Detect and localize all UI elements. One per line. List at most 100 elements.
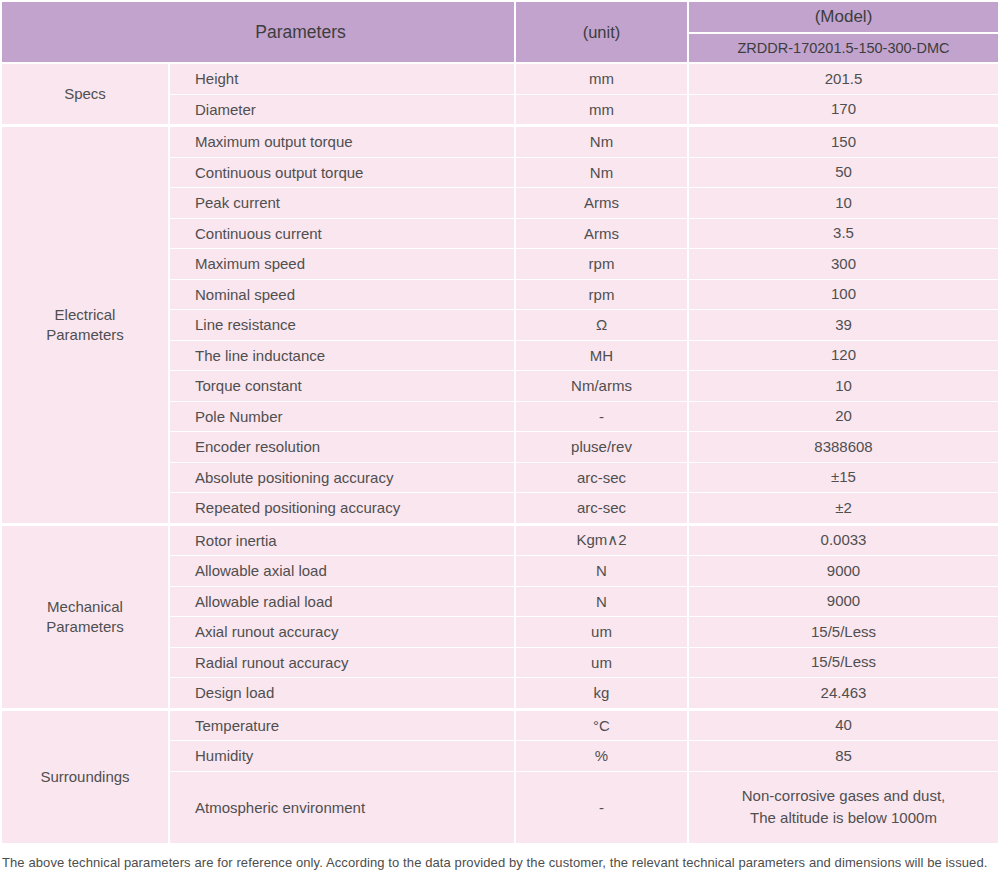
section-rows: Temperature°C40Humidity%85Atmospheric en… [170, 711, 998, 843]
unit-cell: um [516, 648, 687, 678]
table-row: Radial runout accuracyum15/5/Less [170, 648, 998, 678]
table-row: Maximum output torqueNm150 [170, 127, 998, 157]
unit-cell: Kgm∧2 [516, 526, 687, 556]
value-cell: ±15 [689, 463, 998, 493]
table-row: Humidity%85 [170, 741, 998, 771]
table-section: SurroundingsTemperature°C40Humidity%85At… [2, 711, 998, 843]
param-name-cell: Temperature [170, 711, 514, 741]
value-cell: 120 [689, 341, 998, 371]
value-cell: 40 [689, 711, 998, 741]
param-name-cell: Allowable axial load [170, 556, 514, 586]
param-name-cell: Continuous current [170, 219, 514, 249]
param-name-cell: The line inductance [170, 341, 514, 371]
param-name-cell: Continuous output torque [170, 158, 514, 188]
value-cell: 8388608 [689, 432, 998, 462]
param-name-cell: Radial runout accuracy [170, 648, 514, 678]
table-row: The line inductanceMH120 [170, 341, 998, 371]
param-name-cell: Absolute positioning accuracy [170, 463, 514, 493]
param-name-cell: Diameter [170, 95, 514, 125]
param-name-cell: Pole Number [170, 402, 514, 432]
table-row: Rotor inertiaKgm∧20.0033 [170, 526, 998, 556]
value-cell: ±2 [689, 493, 998, 523]
param-name-cell: Design load [170, 678, 514, 708]
model-label: (Model) [689, 2, 998, 32]
unit-cell: N [516, 556, 687, 586]
value-cell: 150 [689, 127, 998, 157]
param-name-cell: Line resistance [170, 310, 514, 340]
value-cell: 24.463 [689, 678, 998, 708]
value-cell: 201.5 [689, 64, 998, 94]
table-row: Heightmm201.5 [170, 64, 998, 94]
param-name-cell: Repeated positioning accuracy [170, 493, 514, 523]
unit-cell: - [516, 402, 687, 432]
table-row: Atmospheric environment-Non-corrosive ga… [170, 772, 998, 843]
unit-cell: pluse/rev [516, 432, 687, 462]
table-row: Peak currentArms10 [170, 188, 998, 218]
table-row: Torque constantNm/arms10 [170, 371, 998, 401]
footnote-text: The above technical parameters are for r… [2, 855, 998, 870]
unit-cell: mm [516, 64, 687, 94]
header-cell-model: (Model) ZRDDR-170201.5-150-300-DMC [689, 2, 998, 62]
table-row: Continuous output torqueNm50 [170, 158, 998, 188]
param-name-cell: Rotor inertia [170, 526, 514, 556]
unit-cell: rpm [516, 249, 687, 279]
unit-cell: Arms [516, 219, 687, 249]
value-cell: 50 [689, 158, 998, 188]
param-name-cell: Nominal speed [170, 280, 514, 310]
value-cell: Non-corrosive gases and dust, The altitu… [689, 772, 998, 843]
section-rows: Maximum output torqueNm150Continuous out… [170, 127, 998, 523]
value-cell: 9000 [689, 587, 998, 617]
param-name-cell: Atmospheric environment [170, 772, 514, 843]
model-number: ZRDDR-170201.5-150-300-DMC [689, 34, 998, 62]
table-section: Electrical ParametersMaximum output torq… [2, 127, 998, 523]
table-row: Temperature°C40 [170, 711, 998, 741]
value-cell: 300 [689, 249, 998, 279]
unit-cell: Ω [516, 310, 687, 340]
value-cell: 9000 [689, 556, 998, 586]
table-row: Continuous currentArms3.5 [170, 219, 998, 249]
table-header-row: Parameters (unit) (Model) ZRDDR-170201.5… [2, 2, 998, 62]
table-row: Allowable axial loadN9000 [170, 556, 998, 586]
unit-cell: - [516, 772, 687, 843]
unit-cell: MH [516, 341, 687, 371]
table-row: Diametermm170 [170, 95, 998, 125]
table-body: SpecsHeightmm201.5Diametermm170Electrica… [2, 64, 998, 843]
unit-cell: Arms [516, 188, 687, 218]
unit-cell: arc-sec [516, 493, 687, 523]
section-label: Electrical Parameters [2, 127, 168, 523]
unit-cell: rpm [516, 280, 687, 310]
param-name-cell: Peak current [170, 188, 514, 218]
unit-cell: kg [516, 678, 687, 708]
param-name-cell: Maximum output torque [170, 127, 514, 157]
table-row: Design loadkg24.463 [170, 678, 998, 708]
unit-cell: N [516, 587, 687, 617]
table-row: Repeated positioning accuracyarc-sec±2 [170, 493, 998, 523]
table-section: SpecsHeightmm201.5Diametermm170 [2, 64, 998, 124]
value-cell: 170 [689, 95, 998, 125]
spec-table: Parameters (unit) (Model) ZRDDR-170201.5… [2, 2, 998, 870]
header-cell-unit: (unit) [516, 2, 687, 62]
param-name-cell: Torque constant [170, 371, 514, 401]
unit-cell: °C [516, 711, 687, 741]
table-row: Pole Number-20 [170, 402, 998, 432]
section-rows: Rotor inertiaKgm∧20.0033Allowable axial … [170, 526, 998, 708]
table-row: Nominal speedrpm100 [170, 280, 998, 310]
unit-cell: Nm [516, 158, 687, 188]
param-name-cell: Humidity [170, 741, 514, 771]
unit-cell: arc-sec [516, 463, 687, 493]
param-name-cell: Height [170, 64, 514, 94]
unit-cell: um [516, 617, 687, 647]
table-section: Mechanical ParametersRotor inertiaKgm∧20… [2, 526, 998, 708]
value-cell: 15/5/Less [689, 648, 998, 678]
table-row: Allowable radial loadN9000 [170, 587, 998, 617]
section-label: Mechanical Parameters [2, 526, 168, 708]
param-name-cell: Axial runout accuracy [170, 617, 514, 647]
unit-cell: % [516, 741, 687, 771]
table-row: Axial runout accuracyum15/5/Less [170, 617, 998, 647]
unit-cell: Nm [516, 127, 687, 157]
unit-cell: Nm/arms [516, 371, 687, 401]
section-rows: Heightmm201.5Diametermm170 [170, 64, 998, 124]
param-name-cell: Maximum speed [170, 249, 514, 279]
table-row: Absolute positioning accuracyarc-sec±15 [170, 463, 998, 493]
table-row: Line resistanceΩ39 [170, 310, 998, 340]
